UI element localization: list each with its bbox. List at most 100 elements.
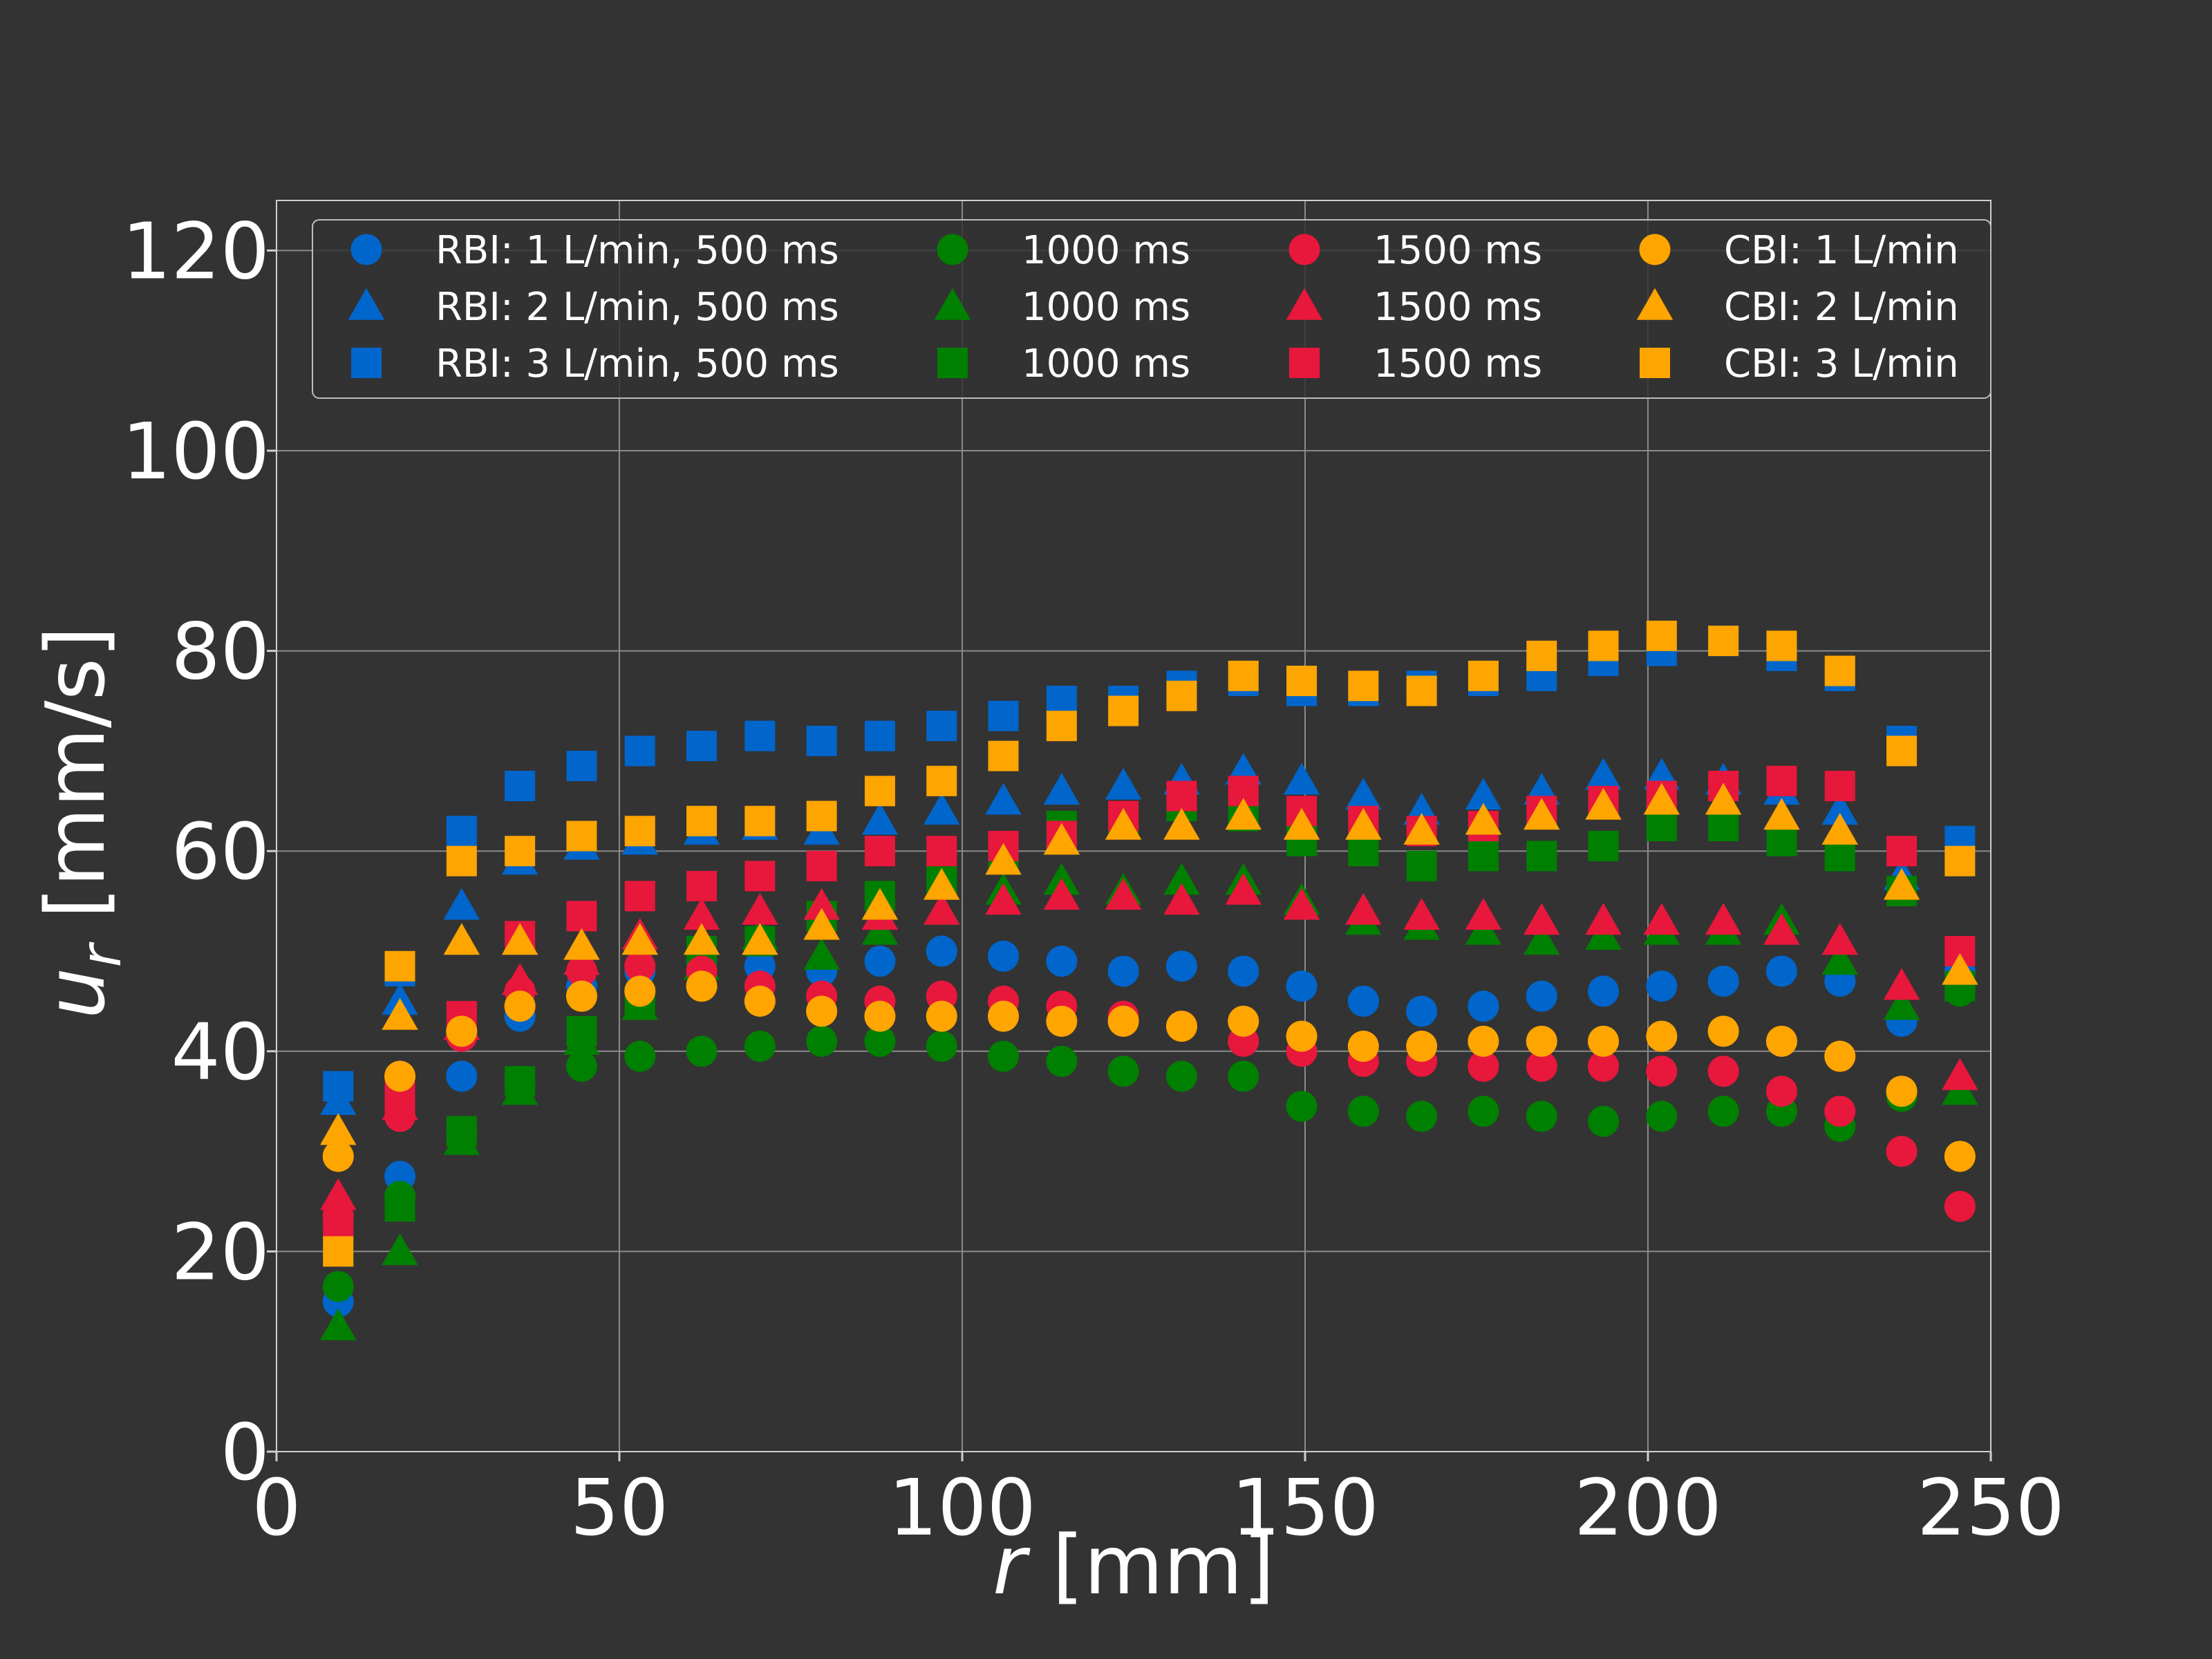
y-tick-label: 40 [171,1008,270,1098]
data-point [1468,1096,1499,1127]
data-point [505,836,536,867]
data-point [988,1040,1020,1072]
data-point [742,892,778,925]
data-point [1225,872,1262,905]
x-tick-label: 100 [888,1463,1036,1553]
data-point [1406,1031,1438,1062]
data-point [1765,1025,1797,1057]
data-point [1526,640,1557,671]
legend-marker [1289,348,1320,378]
legend-label: CBI: 1 L/min [1724,228,1959,273]
tick-labels: 0 50 100 150 200 250 0 20 40 60 80 100 120 [122,207,2065,1553]
data-point [864,720,895,751]
series-12 [323,620,1976,1267]
legend-box [312,219,1991,399]
data-point [322,1141,354,1172]
data-point [1105,767,1142,800]
legend-label: RBI: 2 L/min, 500 ms [435,285,839,330]
data-point [1046,945,1078,977]
data-point [565,980,597,1012]
data-point [1043,823,1080,855]
legend-item: 1000 ms [937,341,1190,386]
data-point [1707,1015,1739,1047]
data-point [861,803,899,835]
x-tick-label: 150 [1231,1463,1379,1553]
legend-label: 1500 ms [1374,285,1542,330]
y-tick-label: 0 [221,1408,270,1498]
data-point [1105,878,1142,910]
data-point [926,1031,957,1062]
data-point [686,971,718,1002]
data-point [988,940,1020,972]
data-point [1043,878,1080,910]
data-point [1108,695,1139,727]
data-point [1588,830,1619,861]
data-point [1406,995,1438,1027]
data-point [1165,1060,1197,1092]
data-point [1526,1025,1557,1057]
data-point [1766,825,1797,856]
data-point [926,765,957,796]
data-point [1348,836,1379,867]
data-point [1765,955,1797,987]
data-point [320,1178,357,1210]
data-point [1588,1051,1620,1082]
legend-label: 1500 ms [1374,228,1542,273]
data-point [563,928,600,960]
data-point [1523,923,1560,955]
data-point [566,901,597,932]
legend-item: CBI: 2 L/min [1636,285,1959,330]
data-point [505,771,536,802]
data-point [1708,626,1739,657]
data-point [803,937,840,970]
data-point [1046,711,1077,742]
data-point [1406,675,1437,706]
data-point [923,868,960,900]
data-point [382,997,418,1030]
legend-marker [934,288,971,320]
legend-item: CBI: 3 L/min [1640,341,1959,386]
legend-label: RBI: 1 L/min, 500 ms [435,228,839,273]
data-point [1708,811,1739,841]
legend-label: CBI: 3 L/min [1724,341,1959,386]
data-point [686,731,718,762]
legend-marker [937,234,968,265]
data-point [926,935,957,967]
data-point [1824,655,1855,686]
data-point [624,975,656,1007]
data-point [1883,868,1920,900]
legend-label: RBI: 3 L/min, 500 ms [435,341,839,386]
data-point [1166,680,1197,711]
data-point [686,1035,718,1067]
data-point [985,782,1022,815]
data-point [806,850,837,881]
data-point [624,1040,656,1072]
data-point [1821,812,1859,845]
series-11 [320,782,1978,1145]
data-point [1646,811,1677,841]
legend-marker [348,288,385,320]
data-point [1286,971,1318,1002]
x-tick-label: 50 [570,1463,669,1553]
data-point [624,881,655,912]
data-point [566,821,597,852]
data-point [1883,988,1920,1020]
data-point [1107,955,1139,987]
data-point [624,735,655,767]
y-tick-label: 20 [171,1208,270,1297]
legend-label: 1000 ms [1022,341,1190,386]
legend-marker [1288,234,1320,265]
data-point [1886,1136,1918,1168]
data-point [1646,1020,1678,1052]
x-tick-label: 250 [1917,1463,2065,1553]
data-point [1588,1105,1620,1137]
data-point [1705,782,1742,815]
y-axis-label: ur [mm/s] [28,626,133,1019]
legend-marker [351,348,382,378]
legend-item: 1500 ms [1288,228,1542,273]
data-point [382,1233,418,1266]
data-point [864,1000,896,1032]
data-point [1944,845,1976,877]
data-point [443,888,480,920]
data-point [322,1271,354,1302]
